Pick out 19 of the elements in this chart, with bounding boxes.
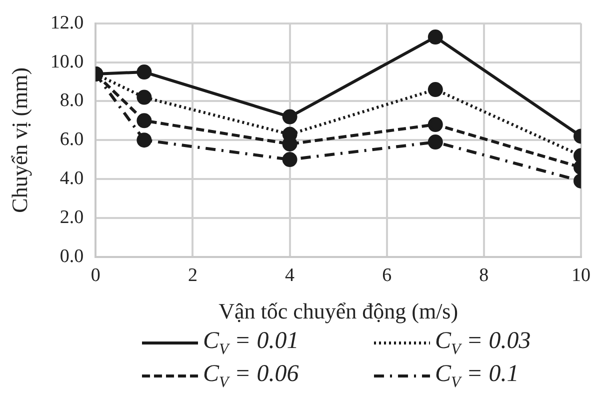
y-axis-title: Chuyển vị (mm) bbox=[6, 67, 32, 213]
y-tick-label: 8.0 bbox=[60, 90, 84, 112]
x-tick-label: 0 bbox=[90, 265, 100, 286]
x-tick-label: 4 bbox=[285, 265, 296, 286]
y-tick-label: 12.0 bbox=[50, 12, 84, 34]
y-tick-label: 6.0 bbox=[60, 129, 84, 150]
y-tick-label: 2.0 bbox=[60, 206, 84, 228]
x-tick-label: 6 bbox=[382, 265, 392, 286]
y-tick-label: 10.0 bbox=[50, 51, 84, 72]
y-tick-label: 4.0 bbox=[60, 168, 84, 189]
legend-label: C$_{V}$ = 0.06 bbox=[203, 360, 299, 392]
legend-label: C$_{V}$ = 0.01 bbox=[203, 328, 299, 359]
x-tick-label: 10 bbox=[572, 265, 590, 286]
legend-label: C$_{V}$ = 0.03 bbox=[435, 328, 531, 359]
x-tick-label: 8 bbox=[479, 265, 489, 286]
x-axis-title: Vận tốc chuyển động (m/s) bbox=[218, 298, 458, 324]
legend-label: C$_{V}$ = 0.1 bbox=[435, 360, 519, 392]
x-tick-label: 2 bbox=[188, 265, 198, 286]
y-tick-label: 0.0 bbox=[60, 246, 84, 267]
